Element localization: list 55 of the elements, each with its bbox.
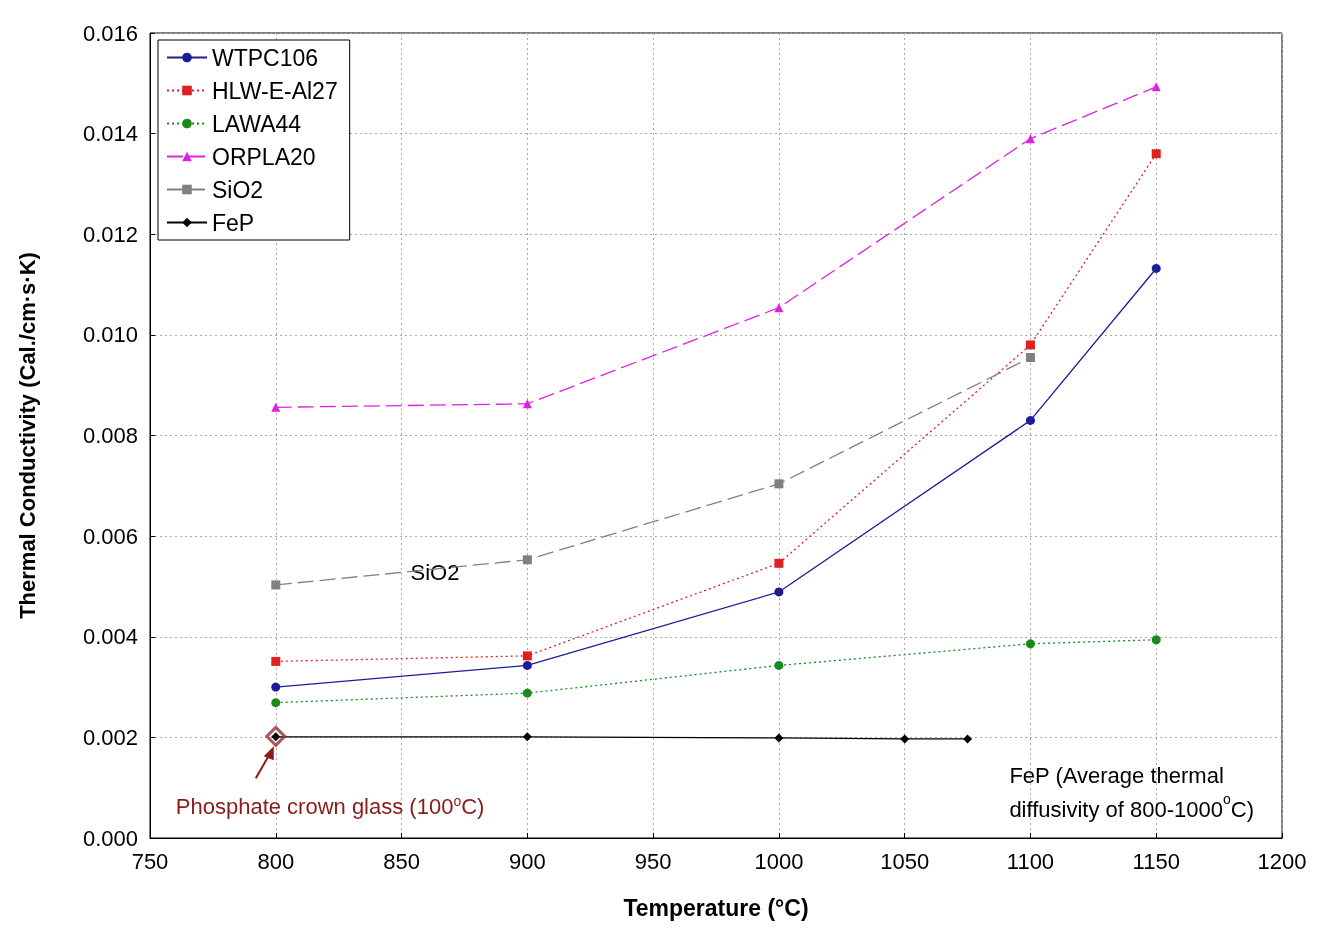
x-tick-label: 900 — [508, 848, 546, 874]
y-tick-label: 0.010 — [82, 322, 138, 348]
point — [963, 734, 973, 744]
y-tick-label: 0.008 — [82, 423, 138, 448]
point — [774, 479, 784, 489]
y-tick-label: 0.000 — [82, 825, 138, 851]
legend-label: SiO2 — [212, 176, 264, 203]
y-tick-label: 0.014 — [82, 121, 138, 147]
point — [522, 688, 532, 698]
legend-label: WTPC106 — [212, 44, 319, 71]
point — [1025, 340, 1035, 350]
legend-label: FeP — [212, 209, 255, 236]
point — [1151, 149, 1161, 159]
point — [774, 558, 784, 568]
y-tick-label: 0.002 — [82, 724, 138, 750]
point — [522, 651, 532, 661]
point — [1025, 134, 1035, 144]
point — [271, 402, 281, 412]
point — [522, 555, 532, 565]
legend-label: HLW-E-Al27 — [212, 77, 338, 104]
point — [1025, 639, 1035, 649]
y-tick-label: 0.012 — [82, 221, 138, 247]
x-tick-label: 800 — [257, 848, 295, 874]
point — [774, 303, 784, 313]
point — [265, 725, 287, 747]
x-tick-label: 1200 — [1257, 848, 1307, 874]
point — [1025, 415, 1035, 425]
point — [522, 660, 532, 670]
y-tick-label: 0.016 — [82, 20, 138, 46]
point — [900, 734, 910, 744]
point — [774, 733, 784, 743]
point — [1025, 353, 1035, 363]
point — [774, 660, 784, 670]
point — [1151, 635, 1161, 645]
point — [271, 656, 281, 666]
y-tick-label: 0.006 — [82, 523, 138, 549]
x-tick-label: 1050 — [880, 848, 930, 874]
point — [774, 587, 784, 597]
annotation: SiO2 — [410, 559, 460, 585]
x-tick-label: 750 — [131, 848, 169, 874]
y-tick-label: 0.004 — [82, 624, 138, 650]
x-tick-label: 1100 — [1006, 848, 1055, 874]
y-axis-title: Thermal Conductivity (Cal./cm·s·K) — [14, 252, 40, 619]
legend-label: LAWA44 — [212, 110, 302, 137]
point — [271, 580, 281, 590]
x-tick-label: 1150 — [1132, 848, 1180, 874]
point — [522, 732, 532, 742]
x-tick-label: 1000 — [754, 848, 804, 874]
x-tick-label: 950 — [634, 848, 672, 874]
x-tick-label: 850 — [383, 848, 420, 874]
point — [271, 682, 281, 692]
x-axis-title: Temperature (°C) — [623, 894, 809, 921]
legend-label: ORPLA20 — [212, 143, 316, 170]
point — [1151, 263, 1161, 273]
point — [271, 698, 281, 708]
